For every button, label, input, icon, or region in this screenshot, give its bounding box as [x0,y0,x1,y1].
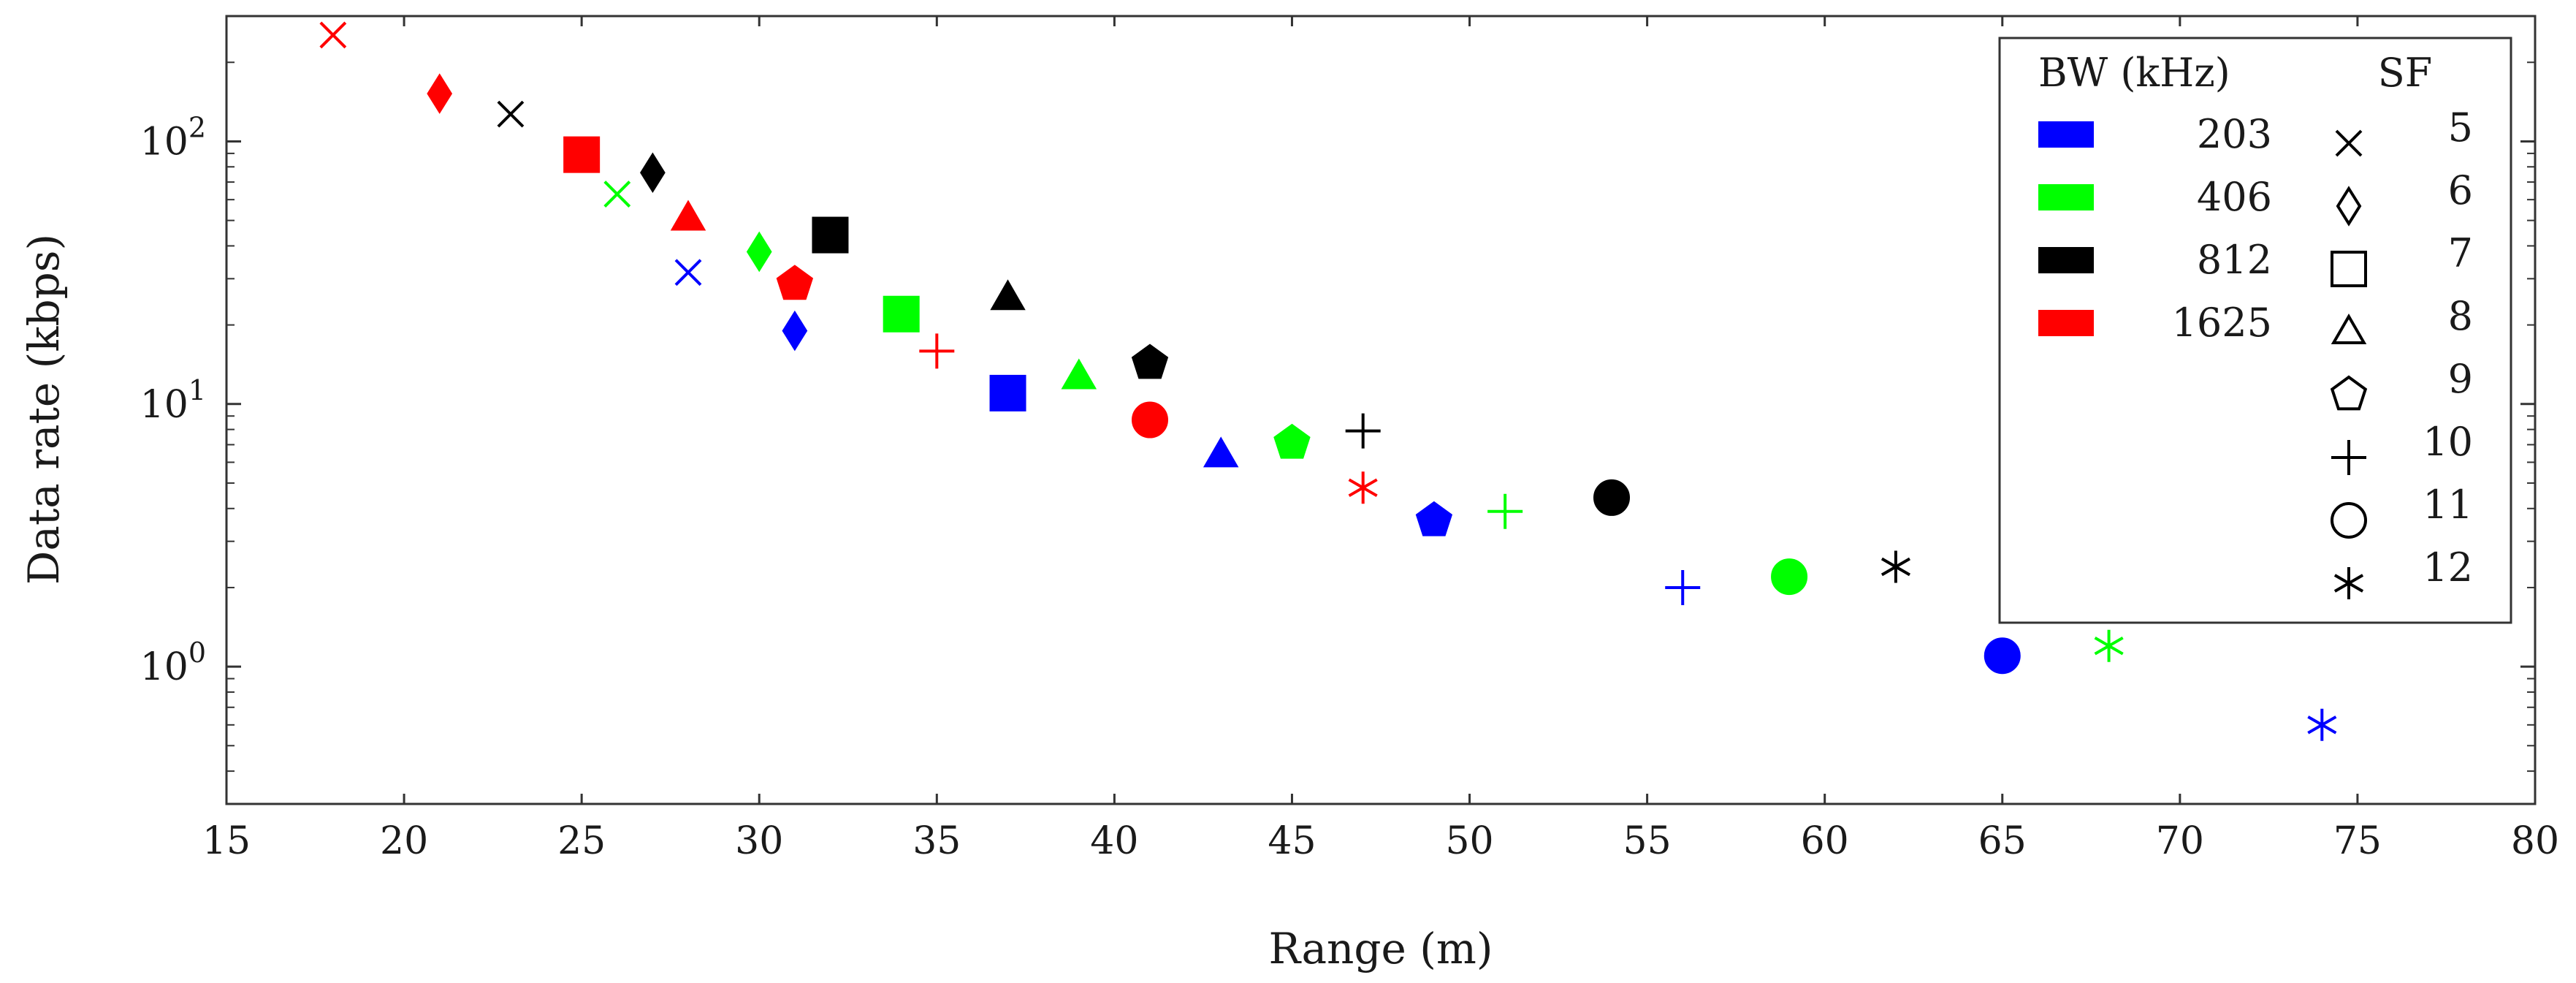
plot-frame [225,15,2537,805]
legend-bw-label-812: 812 [2197,237,2272,283]
x-tick-label: 40 [1090,819,1138,863]
data-point-bw406-sf10 [1487,493,1523,529]
legend: BW (kHz) SF 203 406 812 1625 5 6 7 8 9 10 11 12 [1998,37,2512,624]
data-point-bw812-sf9 [1131,344,1169,379]
data-point-bw1625-sf11 [1132,401,1168,439]
legend-sf-label-8: 8 [2448,293,2473,339]
data-point-bw812-sf12 [1880,550,1911,583]
x-tick-label: 45 [1268,819,1316,863]
data-point-bw406-sf5 [603,181,631,208]
legend-sf-label-5: 5 [2448,105,2473,151]
x-tick-label: 55 [1623,819,1672,863]
legend-sf-marker-10 [2331,440,2366,475]
x-tick-label: 20 [380,819,428,863]
legend-bw-label-406: 406 [2197,174,2272,220]
minor-ticks [226,15,2535,805]
x-tick-label: 35 [912,819,961,863]
legend-sf-title: SF [2378,50,2432,96]
legend-sf-marker-8 [2331,314,2367,344]
data-point-bw1625-sf8 [670,200,706,231]
legend-sf-marker-5 [2335,129,2363,157]
legend-sf-label-10: 10 [2423,419,2473,465]
data-point-bw406-sf11 [1771,558,1808,596]
legend-sf-label-12: 12 [2423,544,2473,591]
legend-sf-label-11: 11 [2423,482,2473,528]
legend-sf-label-7: 7 [2448,230,2473,276]
data-point-bw406-sf9 [1273,423,1311,459]
data-point-bw1625-sf6 [427,73,453,114]
legend-sf-marker-12 [2333,567,2364,599]
y-tick-label: 100 [140,637,206,689]
legend-sf-label-9: 9 [2448,356,2473,402]
data-point-bw203-sf11 [1984,637,2021,675]
data-point-bw812-sf6 [640,152,666,194]
legend-bw-label-203: 203 [2197,111,2272,157]
data-point-bw203-sf6 [782,310,808,352]
legend-sf-entries: 5 6 7 8 9 10 11 12 [2330,105,2473,599]
x-axis-ticks: 15 20 25 30 35 40 45 50 55 60 65 70 75 80 [202,16,2559,863]
x-tick-label: 80 [2511,819,2559,863]
data-point-bw406-sf7 [883,295,920,333]
legend-bw-swatch-1625 [2038,310,2094,336]
data-point-bw1625-sf5 [319,21,347,49]
legend-bw-swatch-406 [2038,184,2094,210]
x-tick-label: 30 [735,819,783,863]
x-tick-label: 50 [1445,819,1493,863]
data-point-bw1625-sf7 [563,136,601,173]
data-point-bw406-sf12 [2094,629,2124,662]
data-point-bw203-sf5 [674,259,702,286]
data-point-bw1625-sf10 [919,333,955,369]
y-axis-title: Data rate (kbps) [19,234,69,585]
data-point-bw203-sf9 [1415,501,1453,536]
data-point-bw203-sf12 [2307,708,2337,741]
x-tick-label: 75 [2333,819,2382,863]
x-tick-label: 25 [557,819,606,863]
data-point-bw203-sf7 [989,374,1026,411]
y-tick-label: 101 [140,374,206,427]
data-point-bw1625-sf12 [1348,471,1378,504]
x-tick-label: 70 [2156,819,2204,863]
x-tick-label: 65 [1978,819,2027,863]
legend-bw-label-1625: 1625 [2172,300,2272,346]
legend-bw-entries: 203 406 812 1625 [2038,111,2272,346]
legend-sf-marker-7 [2331,251,2367,287]
data-points [319,21,2337,741]
legend-bw-title: BW (kHz) [2038,50,2230,96]
legend-sf-marker-6 [2336,186,2362,227]
legend-bw-swatch-812 [2038,247,2094,273]
y-tick-label: 102 [140,111,206,164]
data-point-bw812-sf7 [812,216,849,254]
legend-sf-marker-11 [2331,502,2367,539]
data-point-bw812-sf5 [497,100,525,128]
data-point-bw1625-sf9 [776,265,814,300]
legend-bw-swatch-203 [2038,121,2094,148]
x-tick-label: 15 [202,819,251,863]
y-axis-ticks: 100 101 102 [140,111,2535,689]
x-tick-label: 60 [1801,819,1849,863]
data-point-bw812-sf8 [990,279,1026,311]
data-point-bw203-sf10 [1665,569,1701,605]
data-point-bw406-sf6 [746,231,772,273]
data-point-bw203-sf8 [1203,436,1239,468]
legend-sf-label-6: 6 [2448,167,2473,213]
data-point-bw406-sf8 [1061,358,1097,390]
data-point-bw812-sf10 [1345,413,1381,449]
x-axis-title: Range (m) [1268,924,1493,973]
data-point-bw812-sf11 [1593,479,1630,516]
legend-sf-marker-9 [2330,375,2368,411]
